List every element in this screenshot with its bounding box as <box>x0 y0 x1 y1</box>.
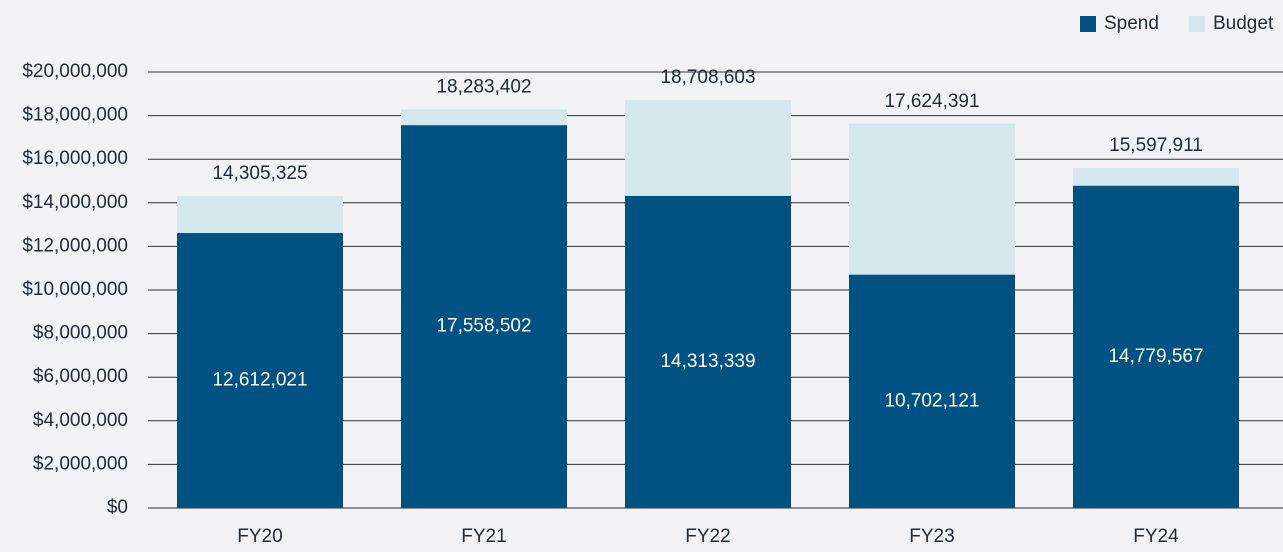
budget-label: 14,305,325 <box>212 163 307 184</box>
x-tick-label: FY22 <box>685 526 730 547</box>
spend-label: 12,612,021 <box>212 370 307 391</box>
spend-label: 14,313,339 <box>660 351 755 372</box>
y-tick-label: $12,000,000 <box>22 235 128 256</box>
budget-label: 18,708,603 <box>660 67 755 88</box>
y-tick-label: $10,000,000 <box>22 279 128 300</box>
spend-bar <box>177 233 343 509</box>
legend-swatch <box>1189 16 1205 32</box>
y-tick-label: $14,000,000 <box>22 192 128 213</box>
legend-label: Spend <box>1104 13 1159 34</box>
spend-bar <box>401 125 567 508</box>
budget-label: 15,597,911 <box>1109 135 1203 156</box>
y-tick-label: $4,000,000 <box>33 410 128 431</box>
x-tick-label: FY24 <box>1133 526 1179 547</box>
spend-bar <box>849 274 1015 508</box>
y-tick-label: $6,000,000 <box>33 366 128 387</box>
spend-label: 10,702,121 <box>884 390 979 411</box>
y-tick-label: $2,000,000 <box>33 453 128 474</box>
budget-label: 17,624,391 <box>884 91 979 112</box>
legend-swatch <box>1080 16 1096 32</box>
x-tick-label: FY20 <box>237 526 282 547</box>
budget-label: 18,283,402 <box>436 76 531 97</box>
legend-label: Budget <box>1213 13 1274 34</box>
spend-label: 14,779,567 <box>1108 346 1203 367</box>
y-tick-label: $8,000,000 <box>33 323 128 344</box>
y-tick-label: $16,000,000 <box>22 148 128 169</box>
y-tick-label: $0 <box>107 497 128 518</box>
x-tick-label: FY23 <box>909 526 954 547</box>
y-tick-label: $20,000,000 <box>22 61 128 82</box>
spend-label: 17,558,502 <box>436 316 531 337</box>
spend-bar <box>625 195 791 508</box>
y-tick-label: $18,000,000 <box>22 105 128 126</box>
x-tick-label: FY21 <box>461 526 506 547</box>
spend-bar <box>1073 185 1239 509</box>
